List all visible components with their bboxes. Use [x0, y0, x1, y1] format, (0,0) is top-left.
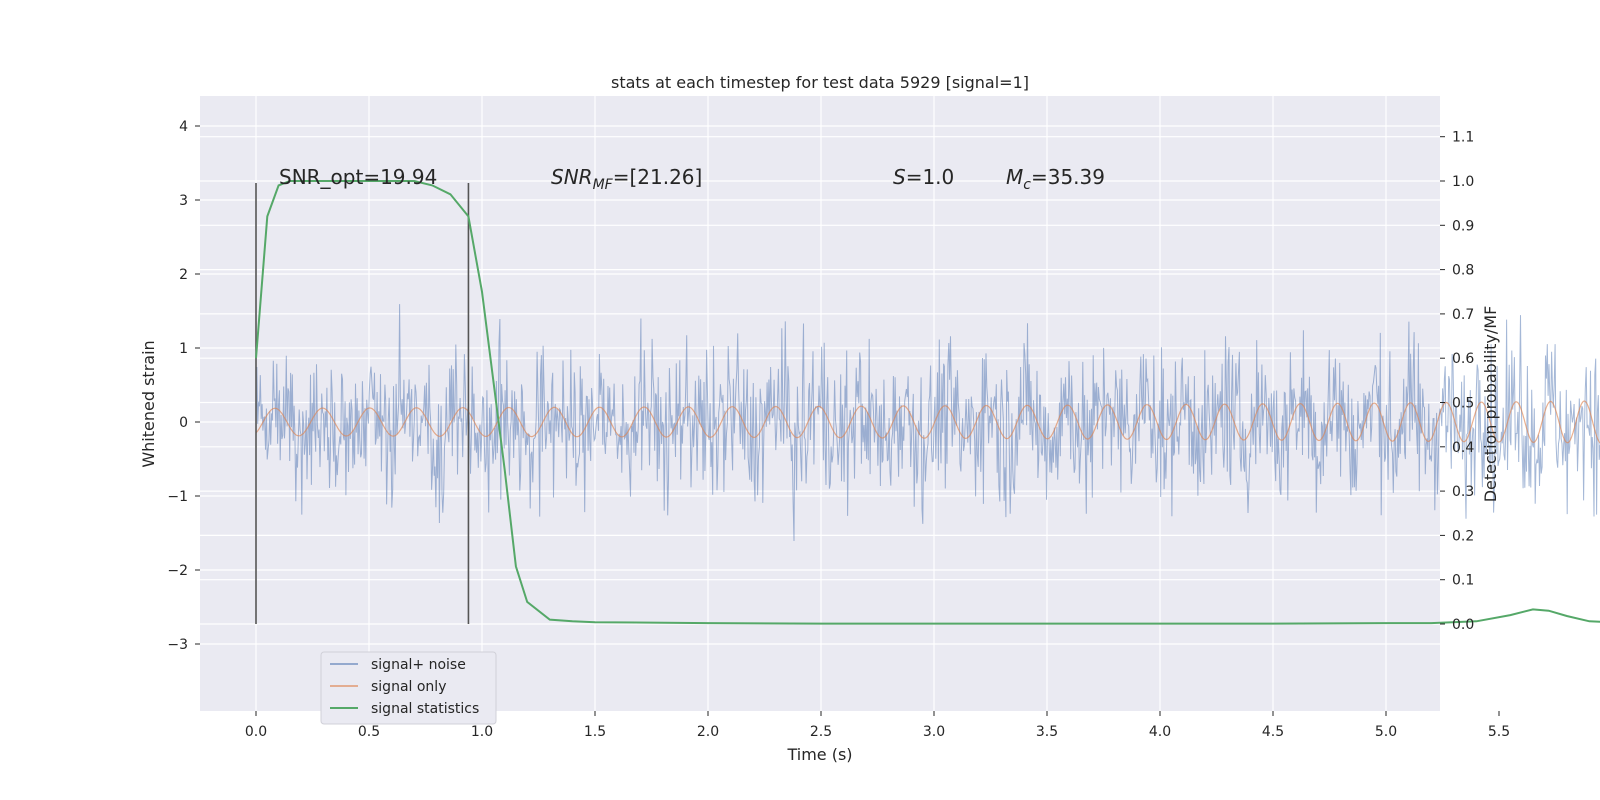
y-tick-label: −2 [167, 563, 188, 579]
y-right-tick-label: 0.3 [1452, 484, 1474, 500]
y-tick-label: 1 [179, 341, 188, 357]
snr-mf-value: =[21.26] [613, 165, 703, 189]
statistics-line [255, 180, 1600, 625]
x-tick-label: 2.0 [697, 724, 719, 740]
legend-box [320, 651, 497, 725]
mc-variable: M [1006, 165, 1023, 189]
vertical-markers [255, 182, 470, 625]
y-tick-label: −3 [167, 637, 188, 653]
y-tick-label: 2 [179, 267, 188, 283]
x-axis-title: Time (s) [786, 745, 852, 764]
x-tick-label: 4.5 [1262, 724, 1284, 740]
y-right-tick-label: 0.2 [1452, 528, 1474, 544]
s-annotation: S=1.0 [893, 165, 954, 189]
x-tick-label: 1.5 [584, 724, 606, 740]
signal-series [255, 400, 1600, 444]
mc-value: =35.39 [1031, 165, 1105, 189]
y-right-tick-label: 0.8 [1452, 263, 1474, 279]
legend-label-signal: signal only [371, 679, 446, 695]
snr-mf-variable: SNR [551, 165, 593, 189]
y-right-tick-labels: 0.0 0.1 0.2 0.3 0.4 0.5 0.6 0.7 0.8 0.9 1.0 1.1 [1440, 130, 1474, 633]
statistics-series [255, 180, 1600, 625]
signal-line [255, 400, 1600, 444]
y-tick-label: −1 [167, 489, 188, 505]
s-value: =1.0 [906, 165, 955, 189]
legend: signal+ noise signal only signal statist… [320, 651, 497, 725]
x-tick-label: 2.5 [810, 724, 832, 740]
y-right-tick-label: 1.0 [1452, 174, 1474, 190]
y-axis-title: Whitened strain [139, 340, 158, 467]
x-tick-label: 0.5 [358, 724, 380, 740]
y-tick-label: 4 [179, 119, 188, 135]
mc-subscript: c [1023, 177, 1031, 193]
legend-label-statistics: signal statistics [371, 701, 479, 717]
chart-title: stats at each timestep for test data 592… [611, 73, 1029, 92]
x-tick-label: 5.0 [1375, 724, 1397, 740]
y-tick-label: 0 [179, 415, 188, 431]
y-right-tick-label: 0.6 [1452, 351, 1474, 367]
y-right-tick-label: 0.9 [1452, 218, 1474, 234]
x-tick-label: 5.5 [1488, 724, 1510, 740]
y-tick-labels: −3 −2 −1 0 1 2 3 4 [167, 119, 200, 653]
x-tick-label: 1.0 [471, 724, 493, 740]
legend-label-noise: signal+ noise [371, 657, 466, 673]
y-right-axis-title: Detection probability/MF [1481, 306, 1500, 503]
x-tick-label: 0.0 [245, 724, 267, 740]
s-variable: S [893, 165, 906, 189]
y-right-tick-label: 0.5 [1452, 396, 1474, 412]
x-tick-label: 3.5 [1036, 724, 1058, 740]
y-right-tick-label: 0.0 [1452, 617, 1474, 633]
x-tick-label: 4.0 [1149, 724, 1171, 740]
y-tick-label: 3 [179, 193, 188, 209]
y-right-tick-label: 0.1 [1452, 573, 1474, 589]
y-right-tick-label: 0.7 [1452, 307, 1474, 323]
snr-opt-annotation: SNR_opt=19.94 [279, 165, 437, 189]
x-tick-label: 3.0 [923, 724, 945, 740]
noise-series [255, 304, 1600, 542]
snr-mf-subscript: MF [593, 177, 614, 193]
noise-line [255, 304, 1600, 542]
y-right-tick-label: 1.1 [1452, 130, 1474, 146]
y-right-tick-label: 0.4 [1452, 440, 1474, 456]
x-tick-labels: 0.00.51.01.52.02.53.03.54.04.55.05.56.06… [245, 711, 1510, 740]
mc-annotation: Mc=35.39 [1006, 165, 1105, 193]
snr-mf-annotation: SNRMF=[21.26] [551, 165, 702, 193]
